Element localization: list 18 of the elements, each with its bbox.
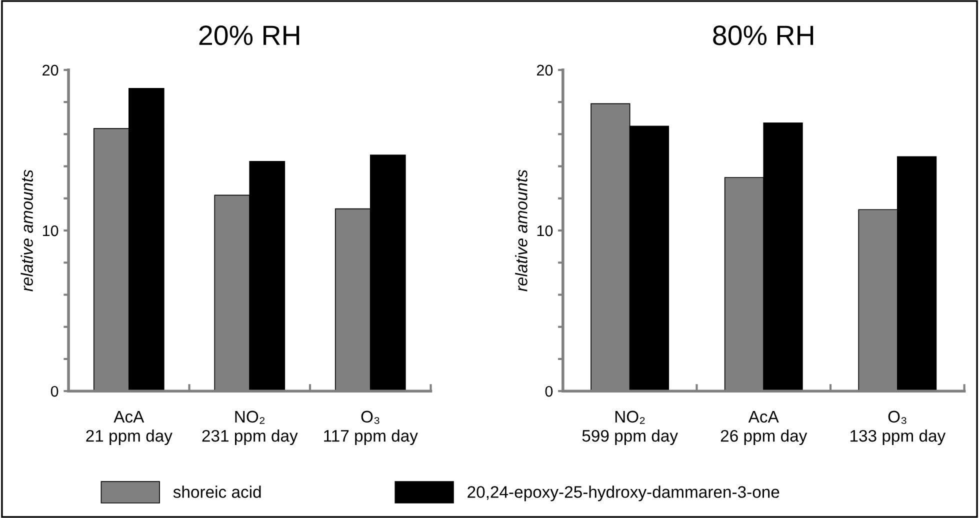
y-axis-title: relative amounts — [20, 170, 33, 292]
legend-label: 20,24-epoxy-25-hydroxy-dammaren-3-one — [468, 486, 780, 502]
x-tick-label: AcA 26 ppm day — [720, 410, 808, 446]
chart-title: 80% RH — [713, 26, 814, 46]
x-tick-label: NO₂ 599 ppm day — [582, 410, 678, 446]
y-tick-label: 20 — [536, 64, 553, 76]
x-tick-label: O₃ 133 ppm day — [850, 410, 946, 446]
x-tick-label: NO₂ 231 ppm day — [202, 410, 298, 446]
legend-label: shoreic acid — [173, 486, 261, 498]
y-tick-label: 10 — [537, 225, 553, 236]
y-tick-label: 20 — [42, 64, 58, 76]
y-tick-label: 0 — [545, 386, 553, 397]
x-tick-label: AcA 21 ppm day — [86, 410, 172, 446]
y-tick-label: 0 — [50, 386, 58, 397]
x-tick-label: O₃ 117 ppm day — [324, 410, 418, 446]
chart-title: 20% RH — [199, 26, 300, 46]
y-tick-label: 10 — [42, 225, 58, 236]
y-axis-title: relative amounts — [515, 170, 528, 292]
